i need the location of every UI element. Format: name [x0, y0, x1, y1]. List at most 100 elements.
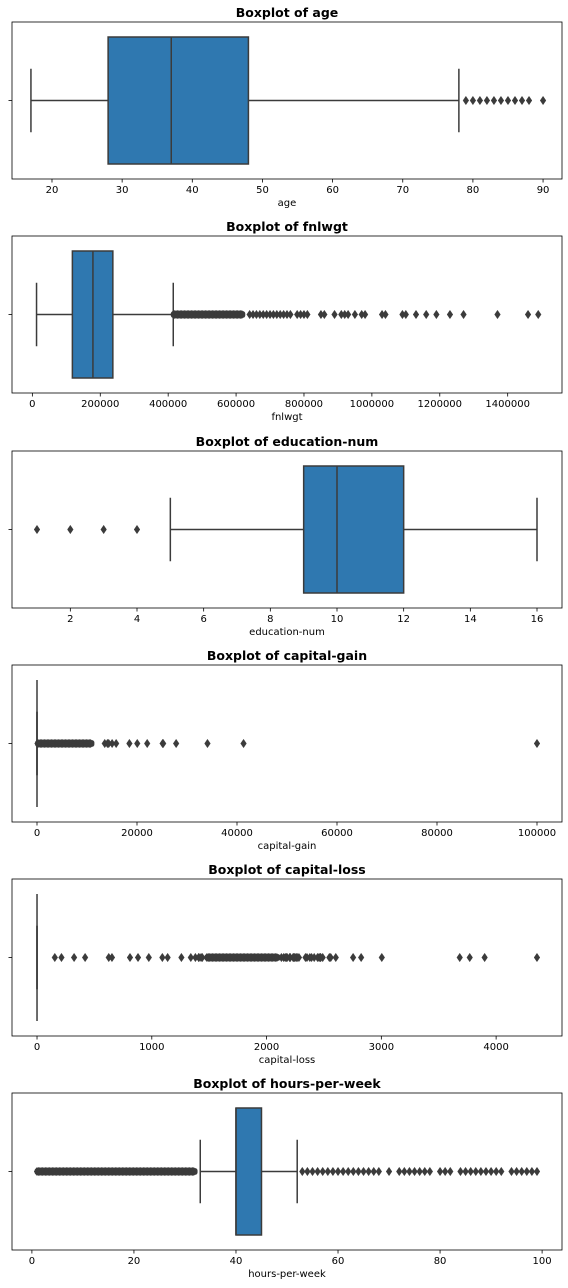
axes-frame [11, 235, 563, 394]
x-tick-label: 6 [200, 614, 206, 625]
outlier-point [321, 309, 328, 320]
outlier-point [299, 1166, 306, 1177]
boxplot-panel: Boxplot of capital-gain 0 20000 40000 60000 8… [8, 648, 563, 852]
outlier-point [411, 1166, 418, 1177]
x-tick-label: 60000 [321, 828, 353, 839]
x-tick-label: 80000 [421, 828, 453, 839]
x-tick-label: 600000 [217, 399, 255, 410]
outlier-point [273, 952, 281, 963]
outlier-point [358, 952, 365, 963]
outlier-point [187, 952, 194, 963]
x-axis-label: capital-loss [259, 1055, 316, 1066]
outlier-point [304, 309, 311, 320]
outlier-point [490, 95, 498, 106]
x-tick-label: 1000000 [350, 399, 395, 410]
x-tick-label: 100 [533, 1256, 552, 1267]
outlier-point [513, 1166, 520, 1177]
x-axis-label: capital-gain [258, 841, 317, 852]
outlier-point [240, 738, 247, 749]
outlier-point [535, 309, 542, 320]
outlier-point [467, 1166, 474, 1177]
iqr-box [107, 36, 250, 165]
outlier-point [332, 952, 339, 963]
outlier-point [456, 952, 463, 963]
x-tick-label: 20 [128, 1256, 141, 1267]
outlier-point [396, 1166, 403, 1177]
outlier-point [134, 952, 142, 963]
x-tick-label: 20 [46, 185, 59, 196]
outlier-point [51, 952, 58, 963]
x-tick-label: 90 [537, 185, 550, 196]
outlier-point [355, 1166, 362, 1177]
boxplot-panel: Boxplot of age 20 30 40 50 60 70 80 90 age [8, 5, 563, 209]
chart-title: Boxplot of education-num [196, 434, 379, 449]
outlier-point [518, 95, 526, 106]
outlier-point [460, 309, 467, 320]
x-tick-label: 400000 [149, 399, 187, 410]
x-tick-label: 14 [464, 614, 477, 625]
outlier-point [319, 1166, 326, 1177]
outlier-point [87, 738, 94, 749]
outlier-point [33, 524, 41, 535]
chart-title: Boxplot of capital-gain [207, 648, 367, 663]
outlier-point [238, 309, 246, 320]
axes-frame [11, 664, 563, 823]
x-tick-label: 16 [531, 614, 544, 625]
boxplot-panel: Boxplot of hours-per-week 0 20 40 60 80 100 hou… [8, 1076, 563, 1280]
outlier-cluster [170, 309, 246, 320]
outlier-point [525, 95, 533, 106]
outlier-point [469, 95, 477, 106]
outlier-point [375, 1166, 382, 1177]
outlier-point [462, 95, 470, 106]
outlier-point [497, 95, 505, 106]
outlier-point [134, 738, 141, 749]
outlier-point [144, 738, 151, 749]
x-tick-label: 1400000 [485, 399, 530, 410]
outlier-cluster [34, 738, 95, 749]
outlier-point [423, 309, 430, 320]
outlier-point [493, 1166, 500, 1177]
x-axis-label: age [278, 198, 297, 209]
outlier-point [466, 952, 473, 963]
outlier-point [344, 309, 352, 320]
outlier-point [426, 1166, 433, 1177]
outlier-point [172, 738, 180, 749]
x-tick-label: 4 [134, 614, 140, 625]
outlier-point [533, 738, 541, 749]
x-tick-label: 2000 [254, 1042, 279, 1053]
outlier-point [365, 1166, 372, 1177]
outlier-point [361, 309, 369, 320]
outlier-point [133, 524, 141, 535]
outlier-point [483, 95, 491, 106]
outlier-point [382, 309, 389, 320]
chart-title: Boxplot of age [236, 5, 339, 20]
outlier-point [498, 1166, 505, 1177]
outlier-point [160, 738, 167, 749]
outlier-point [508, 1166, 515, 1177]
outlier-point [295, 952, 303, 963]
outlier-point [314, 1166, 321, 1177]
outlier-point [81, 952, 89, 963]
x-tick-label: 8 [267, 614, 273, 625]
boxplot-panel: Boxplot of fnlwgt 0 200000 400000 600000 8000… [8, 219, 563, 423]
outlier-point [126, 738, 133, 749]
x-tick-label: 100000 [518, 828, 556, 839]
outlier-point [309, 1166, 316, 1177]
x-axis-label: hours-per-week [248, 1269, 326, 1280]
outlier-point [145, 952, 152, 963]
x-tick-label: 60 [332, 1256, 345, 1267]
boxplot-panel: Boxplot of capital-loss 0 1000 2000 3000 4000… [8, 862, 563, 1066]
outlier-point [204, 738, 211, 749]
outlier-point [304, 1166, 311, 1177]
boxplot-panel: Boxplot of education-num 2 4 6 8 10 12 14 16 educ… [8, 434, 563, 638]
outlier-point [199, 952, 206, 963]
outlier-point [67, 524, 74, 535]
outlier-point [378, 952, 385, 963]
outlier-point [164, 952, 171, 963]
outlier-point [159, 952, 166, 963]
outlier-point [339, 1166, 347, 1177]
outlier-point [494, 309, 501, 320]
outlier-point [190, 1166, 197, 1177]
x-tick-label: 80 [467, 185, 480, 196]
